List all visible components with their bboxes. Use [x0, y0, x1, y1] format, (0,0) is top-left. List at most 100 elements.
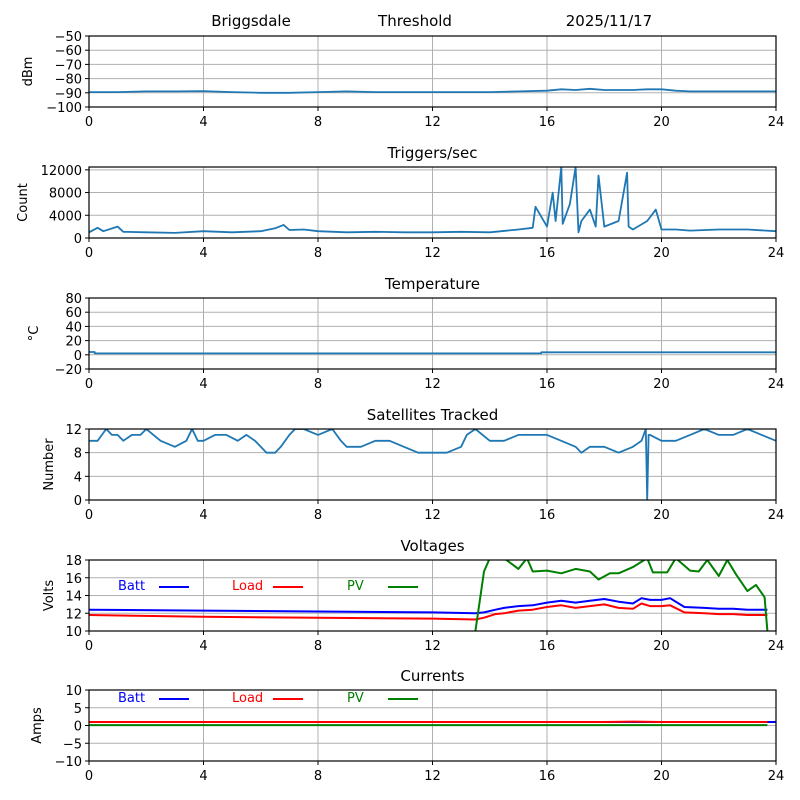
x-tick-label: 8	[314, 769, 322, 784]
y-axis-label: dBm	[21, 57, 36, 87]
header-date: 2025/11/17	[566, 12, 652, 30]
y-tick-label: 8	[74, 447, 82, 462]
y-tick-label: 4000	[49, 209, 82, 224]
x-tick-label: 12	[424, 115, 441, 130]
x-tick-label: 24	[768, 508, 785, 523]
x-tick-label: 12	[424, 769, 441, 784]
y-tick-label: 20	[65, 335, 82, 350]
y-tick-label: 0	[74, 494, 82, 509]
panel-voltages: 0 4 8 12 16 20 24 10 12 14 16 18 Voltages Volts Batt Lo…	[42, 537, 784, 654]
x-tick-label: 0	[85, 639, 93, 654]
y-tick-label: −20	[55, 363, 82, 378]
y-tick-label: −5	[63, 737, 82, 752]
y-tick-label: 0	[74, 349, 82, 364]
y-tick-label: 10	[65, 684, 82, 699]
series-line-temperature	[89, 351, 776, 355]
header-station: Briggsdale	[211, 12, 291, 30]
x-tick-label: 0	[85, 115, 93, 130]
y-tick-label: −10	[55, 755, 82, 770]
x-tick-label: 20	[653, 769, 670, 784]
x-tick-label: 12	[424, 246, 441, 261]
y-tick-label: 10	[65, 625, 82, 640]
y-tick-label: 12000	[41, 164, 82, 179]
plot-frame	[88, 166, 777, 239]
x-tick-label: 4	[199, 246, 207, 261]
y-tick-label: 16	[65, 572, 82, 587]
y-tick-label: −60	[55, 44, 82, 59]
x-tick-label: 20	[653, 377, 670, 392]
y-tick-label: 8000	[49, 187, 82, 202]
y-axis-label: Amps	[30, 707, 45, 744]
y-axis-label: °C	[27, 326, 42, 342]
x-tick-label: 20	[653, 508, 670, 523]
panel-title: Satellites Tracked	[367, 406, 498, 424]
x-tick-label: 12	[424, 508, 441, 523]
x-tick-label: 4	[199, 639, 207, 654]
y-tick-label: 0	[74, 232, 82, 247]
x-tick-label: 20	[653, 115, 670, 130]
x-tick-label: 0	[85, 377, 93, 392]
plot-frame	[88, 428, 777, 501]
plot-frame	[88, 559, 777, 632]
x-tick-label: 24	[768, 639, 785, 654]
y-axis-label: Volts	[42, 580, 57, 612]
y-tick-label: −90	[55, 87, 82, 102]
x-tick-label: 24	[768, 377, 785, 392]
panel-threshold: 0 4 8 12 16 20 24 −50−60−70−80−90−100 dBm	[21, 30, 784, 130]
legend-label-pv: PV	[347, 691, 364, 706]
y-tick-label: 0	[74, 720, 82, 735]
x-tick-label: 20	[653, 639, 670, 654]
x-tick-label: 24	[768, 769, 785, 784]
panel-title: Temperature	[384, 275, 480, 293]
panel-title: Currents	[400, 667, 464, 685]
plot-frame	[88, 35, 777, 108]
panel-satellites: 0 4 8 12 16 20 24 0 4 8 12 Satellites Tracked Number	[42, 406, 784, 523]
header-mode: Threshold	[377, 12, 452, 30]
y-tick-label: −70	[55, 58, 82, 73]
x-tick-label: 4	[199, 115, 207, 130]
x-tick-label: 4	[199, 769, 207, 784]
x-tick-label: 4	[199, 508, 207, 523]
series-line-threshold	[89, 87, 776, 94]
legend-label-batt: Batt	[118, 691, 145, 706]
y-tick-label: −80	[55, 73, 82, 88]
plot-frame	[88, 689, 777, 762]
x-tick-label: 8	[314, 377, 322, 392]
y-tick-label: 14	[65, 590, 82, 605]
x-tick-label: 16	[539, 639, 556, 654]
x-tick-label: 24	[768, 246, 785, 261]
x-tick-label: 8	[314, 639, 322, 654]
x-tick-label: 20	[653, 246, 670, 261]
legend-label-load: Load	[232, 691, 263, 706]
series-line-triggers	[89, 167, 776, 234]
x-tick-label: 12	[424, 639, 441, 654]
series-line-pv	[474, 560, 769, 631]
y-tick-label: 80	[65, 292, 82, 307]
y-tick-label: 60	[65, 306, 82, 321]
x-tick-label: 8	[314, 115, 322, 130]
legend-label-load: Load	[232, 579, 263, 594]
panel-title: Triggers/sec	[387, 144, 478, 162]
y-axis-label: Number	[42, 438, 57, 491]
legend-label-batt: Batt	[118, 579, 145, 594]
x-tick-label: 16	[539, 769, 556, 784]
plot-frame	[88, 297, 777, 370]
x-tick-label: 0	[85, 246, 93, 261]
y-tick-label: 18	[65, 554, 82, 569]
x-tick-label: 0	[85, 769, 93, 784]
y-tick-label: −50	[55, 30, 82, 45]
legend-label-pv: PV	[347, 579, 364, 594]
y-tick-label: 4	[74, 470, 82, 485]
y-tick-label: −100	[46, 101, 82, 116]
panel-title: Voltages	[400, 537, 464, 555]
x-tick-label: 16	[539, 377, 556, 392]
panel-triggers: 0 4 8 12 16 20 24 0 4000 8000 12000 Triggers/sec Cou…	[16, 144, 784, 261]
series-line-load	[89, 602, 768, 621]
x-tick-label: 16	[539, 508, 556, 523]
y-tick-label: 12	[65, 607, 82, 622]
y-tick-label: 40	[65, 320, 82, 335]
y-tick-label: 5	[74, 702, 82, 717]
panel-currents: 0 4 8 12 16 20 24 10 5 0 −5 −10 Currents Amps Batt Load…	[30, 667, 784, 784]
